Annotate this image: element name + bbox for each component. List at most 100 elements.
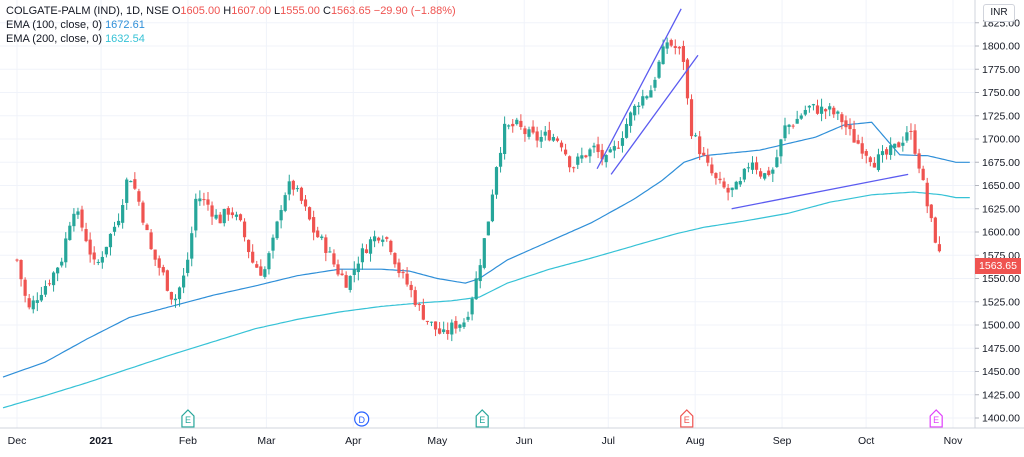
candle-down <box>303 199 308 207</box>
legend-symbol-row: COLGATE-PALM (IND), 1D, NSE O1605.00 H16… <box>6 4 456 18</box>
candle-up <box>458 324 462 328</box>
candle-down <box>669 40 673 46</box>
candle-up <box>490 194 495 222</box>
candle-down <box>401 272 405 274</box>
candle-up <box>694 135 698 137</box>
candle-down <box>397 262 401 274</box>
open-label: O <box>171 5 181 17</box>
candle-down <box>27 298 31 308</box>
change-value: −29.90 (−1.88%) <box>373 5 456 17</box>
candle-up <box>612 146 616 151</box>
ema200-label: EMA (200, close, 0) <box>6 33 102 45</box>
candle-up <box>507 125 511 127</box>
candle-up <box>275 221 279 239</box>
time-tick-label: Feb <box>179 435 197 447</box>
candle-up <box>880 151 885 156</box>
time-tick-label: Oct <box>858 435 874 447</box>
candle-up <box>348 275 352 290</box>
last-price-tag: 1563.65 <box>975 258 1021 274</box>
candle-down <box>165 270 169 291</box>
candle-up <box>624 124 629 138</box>
candle-down <box>385 237 389 239</box>
price-tick-label: 1550.00 <box>982 273 1020 285</box>
candle-up <box>279 210 283 221</box>
legend-ema100-row[interactable]: EMA (100, close, 0) 1672.61 <box>6 18 456 32</box>
candle-up <box>31 300 35 310</box>
candle-up <box>649 90 653 98</box>
candle-down <box>169 291 174 300</box>
candle-down <box>47 283 52 285</box>
price-tick-label: 1800.00 <box>982 41 1020 53</box>
candle-up <box>539 136 543 142</box>
price-axis[interactable]: 1400.00 1425.00 1450.00 1475.00 1500.00 1525.… <box>974 0 1024 428</box>
candle-up <box>893 143 897 148</box>
candle-up <box>876 154 881 171</box>
candle-up <box>121 205 125 223</box>
candle-up <box>39 294 43 301</box>
candle-down <box>718 178 722 181</box>
candle-down <box>864 151 868 156</box>
time-axis[interactable]: Dec 2021 Feb Mar Apr May Jun Jul Aug Sep Oct Nov <box>0 427 1024 447</box>
candle-down <box>446 330 450 335</box>
candle-down <box>332 253 336 265</box>
candle-up <box>763 173 767 179</box>
candle-up <box>68 225 72 241</box>
price-tick-label: 1775.00 <box>982 64 1020 76</box>
candle-down <box>677 46 681 49</box>
symbol-title[interactable]: COLGATE-PALM (IND), 1D, NSE <box>6 5 169 17</box>
price-tick-label: 1650.00 <box>982 180 1020 192</box>
candle-up <box>620 138 625 146</box>
candle-up <box>72 213 76 227</box>
candle-down <box>722 181 726 188</box>
candle-down <box>92 252 96 260</box>
candle-up <box>320 236 324 239</box>
candle-up <box>734 181 738 190</box>
candle-down <box>218 214 222 224</box>
marker-letter: D <box>358 415 365 425</box>
candle-up <box>486 221 490 236</box>
price-tick-label: 1450.00 <box>982 366 1020 378</box>
candle-down <box>673 46 677 48</box>
candle-down <box>856 140 860 144</box>
candle-up <box>186 259 190 273</box>
price-tick-label: 1525.00 <box>982 296 1020 308</box>
trendline <box>610 54 699 175</box>
trendlines-group[interactable] <box>596 8 909 210</box>
candle-up <box>466 316 470 320</box>
candle-down <box>710 164 714 174</box>
close-value: 1563.65 <box>330 5 371 17</box>
candle-down <box>689 99 694 137</box>
price-tick-label: 1725.00 <box>982 110 1020 122</box>
candle-down <box>15 259 19 261</box>
candle-down <box>868 157 872 163</box>
candle-down <box>519 120 523 127</box>
candle-down <box>559 142 564 148</box>
candle-up <box>214 214 218 219</box>
candle-down <box>714 173 718 179</box>
candle-up <box>368 239 373 254</box>
candle-up <box>283 195 287 211</box>
candle-down <box>454 320 458 329</box>
candle-up <box>51 272 56 286</box>
candle-up <box>222 208 226 224</box>
price-tick-label: 1750.00 <box>982 87 1020 99</box>
candle-up <box>462 322 466 327</box>
candle-down <box>832 107 836 115</box>
candle-down <box>791 125 795 127</box>
legend-ema200-row[interactable]: EMA (200, close, 0) 1632.54 <box>6 32 456 46</box>
ema200-line-group <box>2 191 970 409</box>
candle-up <box>56 267 60 274</box>
candle-down <box>230 212 234 216</box>
currency-badge[interactable]: INR <box>983 4 1015 22</box>
candle-down <box>616 147 620 149</box>
candle-down <box>247 239 251 253</box>
candle-down <box>563 149 568 155</box>
trendline <box>596 8 682 170</box>
candle-down <box>409 284 413 291</box>
candle-down <box>698 136 702 155</box>
time-tick-label: Nov <box>944 435 963 447</box>
candle-down <box>596 144 600 153</box>
marker-letter: E <box>684 415 690 425</box>
